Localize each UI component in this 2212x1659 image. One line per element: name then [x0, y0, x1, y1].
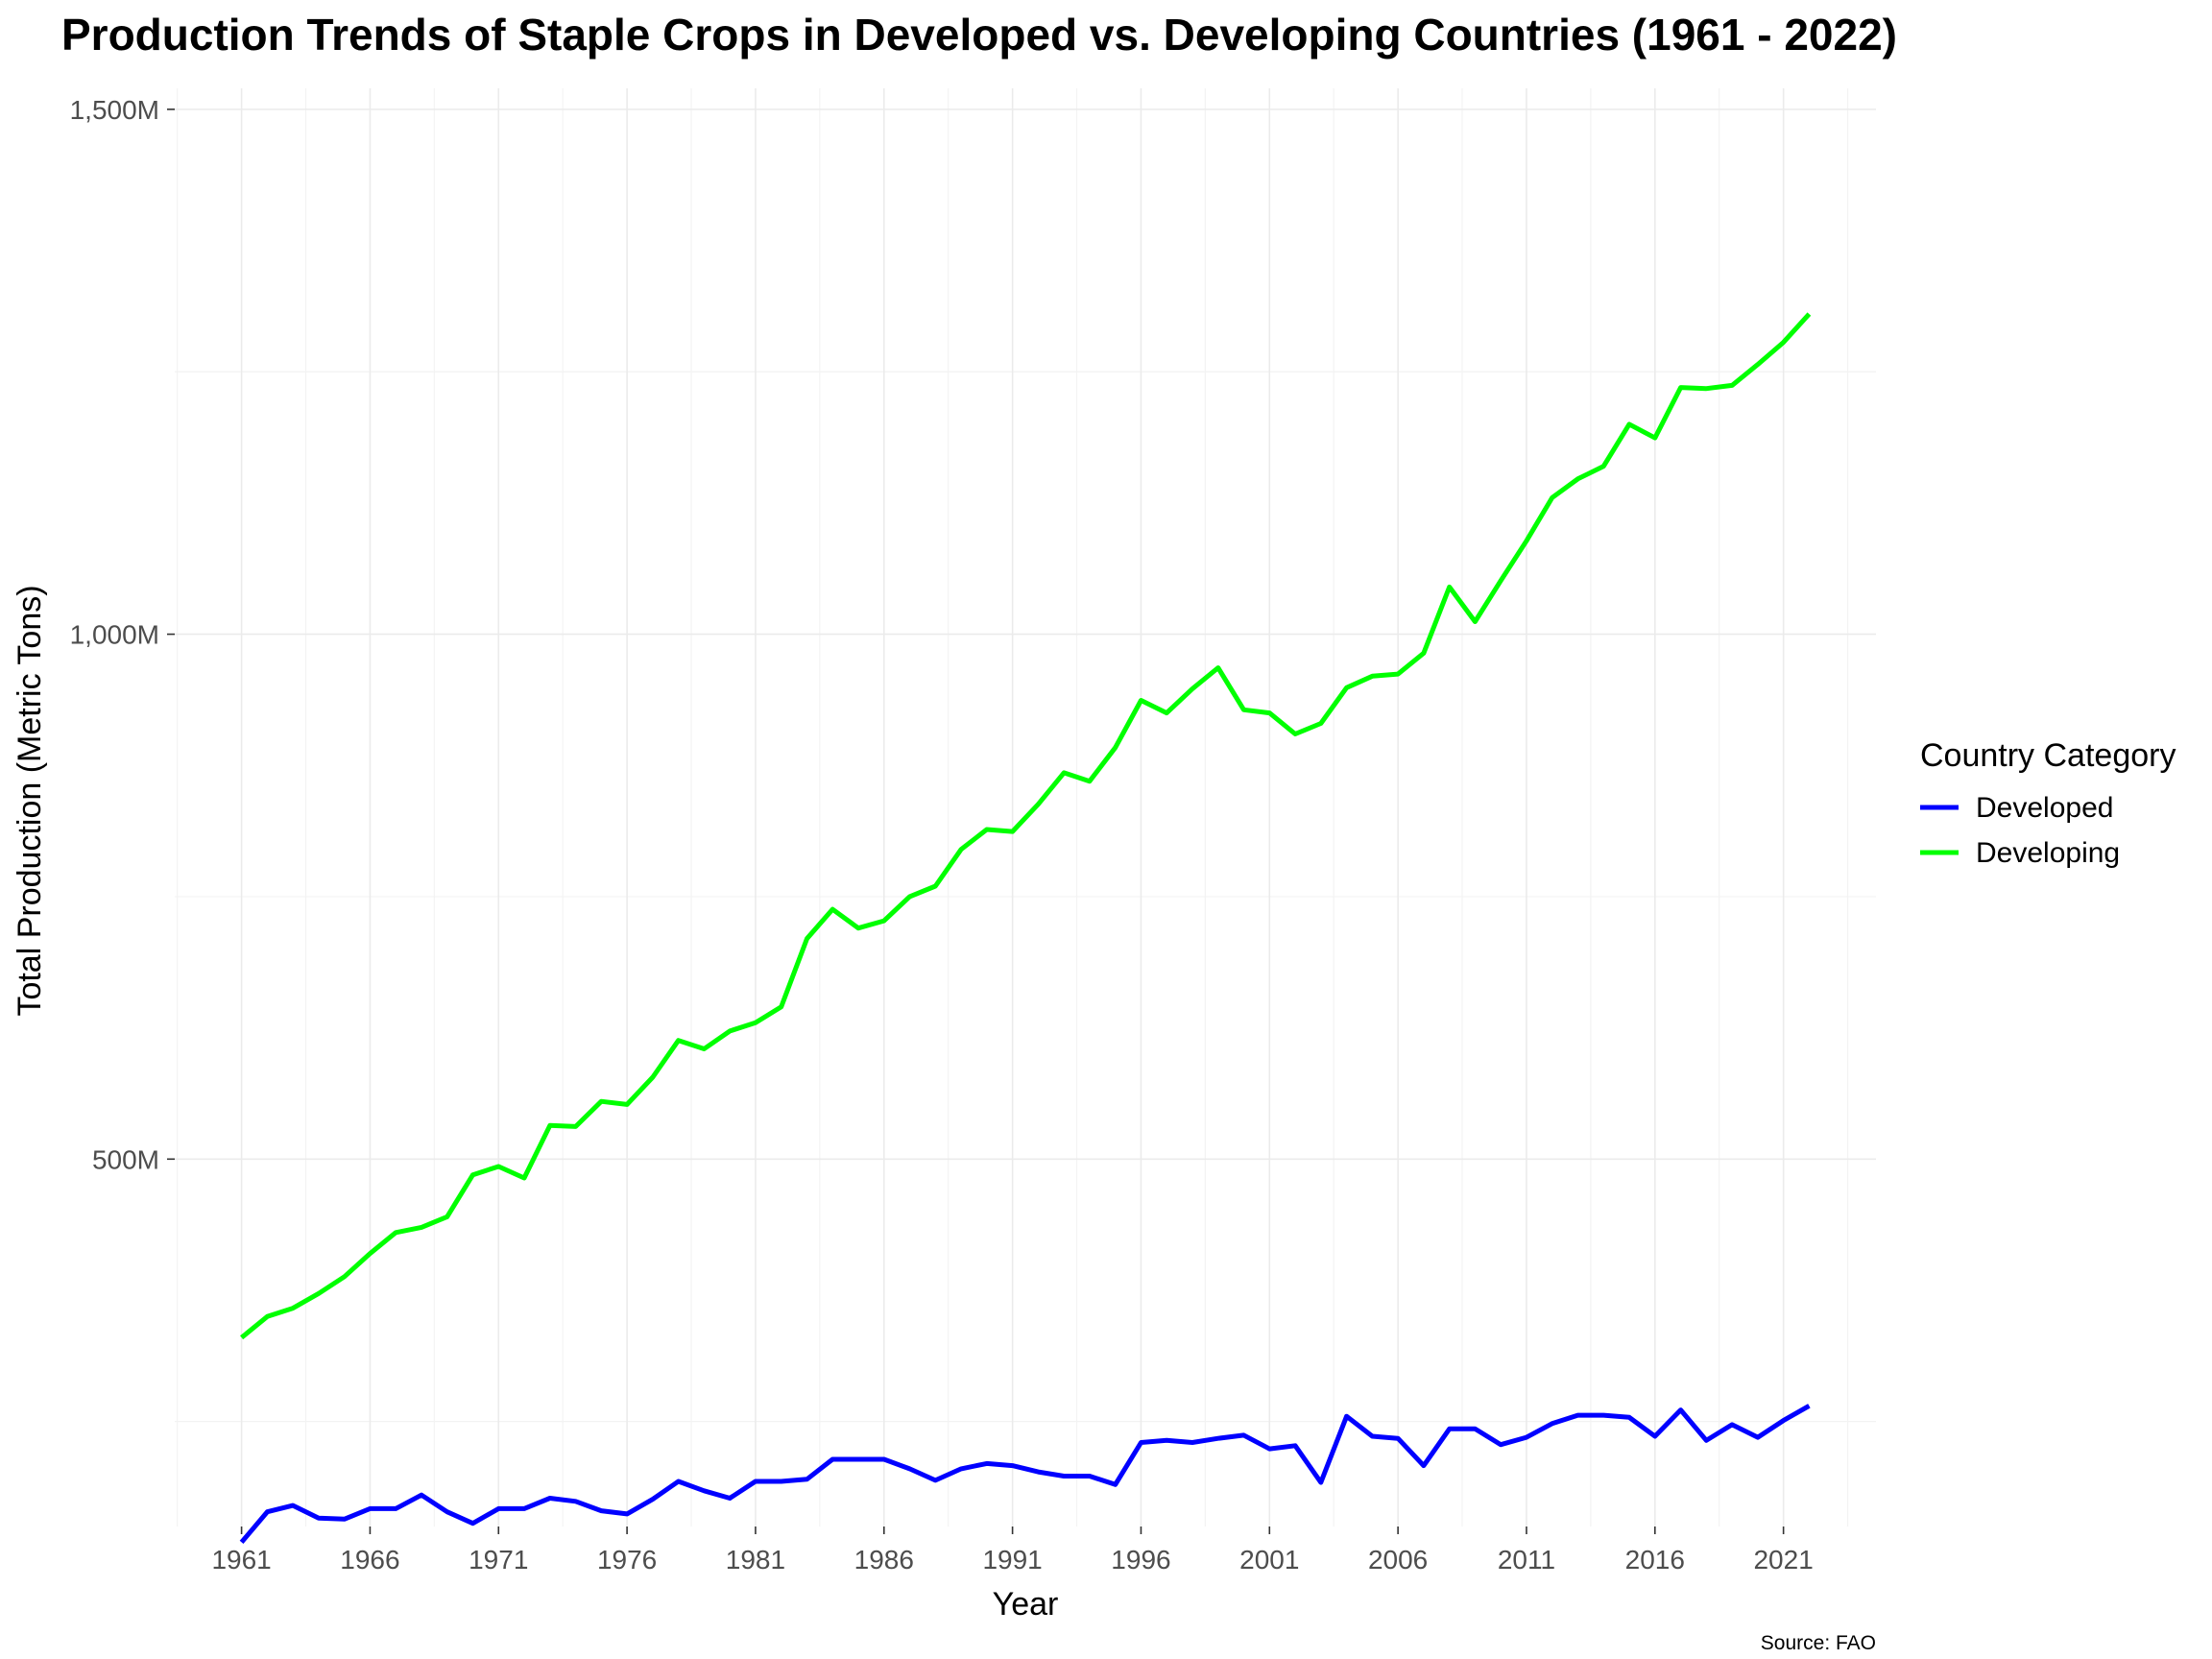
x-tick-label: 1986	[854, 1545, 914, 1575]
series-line-developed	[239, 1404, 1811, 1545]
legend-title: Country Category	[1920, 737, 2176, 774]
x-tick-label: 1971	[469, 1545, 528, 1575]
legend: Country Category Developed Developing	[1920, 737, 2176, 869]
gridlines	[175, 88, 1876, 1527]
x-tick-label: 1991	[982, 1545, 1042, 1575]
axes: 1961 1966 1971 1976 1981 1986 1991 1996 2001 2006…	[70, 95, 1814, 1575]
plot-series	[239, 312, 1812, 1545]
y-axis-title: Total Production (Metric Tons)	[12, 585, 48, 1016]
x-tick-label: 2021	[1753, 1545, 1813, 1575]
x-tick-label: 2016	[1625, 1545, 1685, 1575]
y-tick-label: 500M	[92, 1144, 159, 1174]
legend-label-developing: Developing	[1976, 837, 2120, 869]
x-tick-label: 1976	[597, 1545, 657, 1575]
y-tick-label: 1,500M	[70, 95, 159, 125]
x-tick-label: 1966	[340, 1545, 399, 1575]
x-tick-label: 2011	[1498, 1545, 1555, 1575]
chart-title: Production Trends of Staple Crops in Dev…	[61, 10, 1897, 60]
x-tick-label: 1961	[211, 1545, 271, 1575]
series-line-developing	[240, 312, 1812, 1340]
x-tick-label: 1981	[726, 1545, 785, 1575]
x-tick-label: 1996	[1111, 1545, 1170, 1575]
x-axis-title: Year	[993, 1586, 1059, 1623]
x-tick-label: 2006	[1368, 1545, 1428, 1575]
x-tick-label: 2001	[1239, 1545, 1299, 1575]
y-tick-label: 1,000M	[70, 620, 159, 650]
caption: Source: FAO	[1761, 1632, 1876, 1654]
legend-label-developed: Developed	[1976, 792, 2113, 824]
